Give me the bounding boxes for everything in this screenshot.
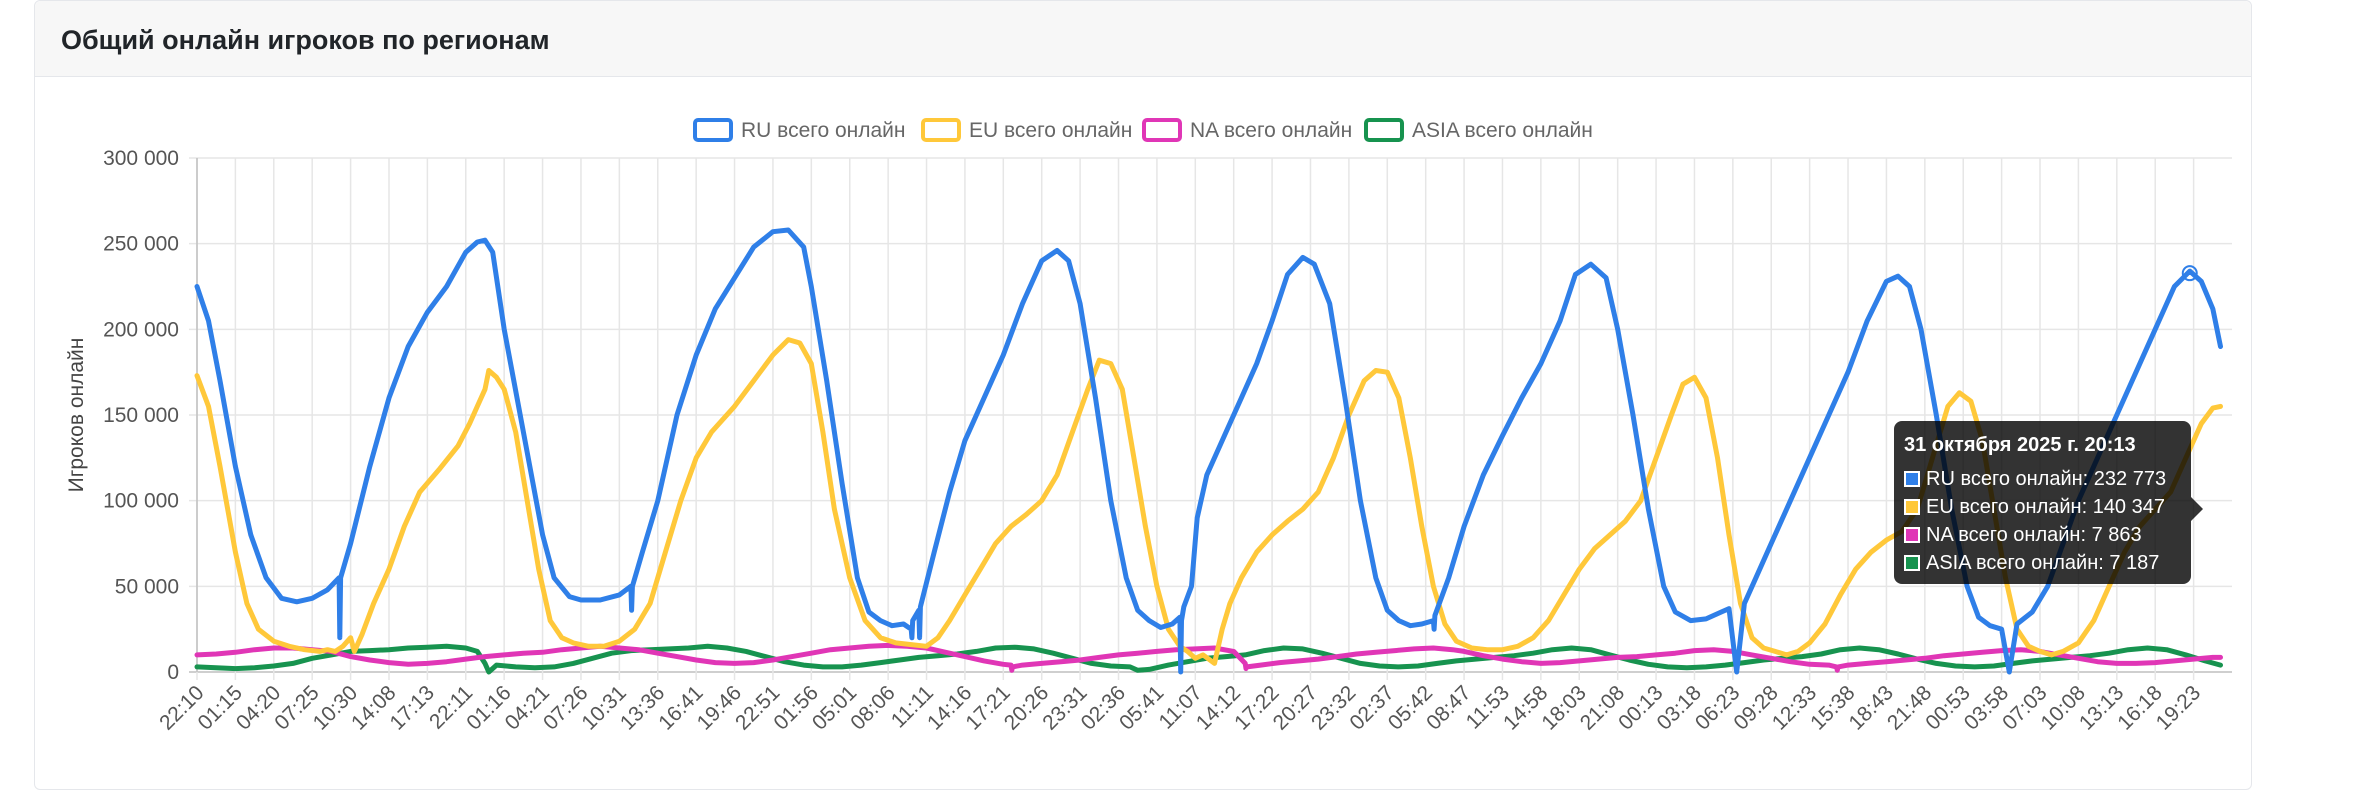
tooltip-row: ASIA всего онлайн: 7 187 <box>1904 549 2181 577</box>
x-tick-label: 19:23 <box>2152 681 2205 734</box>
players-online-chart[interactable]: 300 000 250 000 200 000 150 000 100 000 50 00… <box>0 0 2358 771</box>
tooltip-row: NA всего онлайн: 7 863 <box>1904 521 2181 549</box>
legend-swatch[interactable] <box>1142 118 1182 142</box>
legend-swatch[interactable] <box>1364 118 1404 142</box>
x-tick-label: 08:47 <box>1422 681 1475 734</box>
card-title: Общий онлайн игроков по регионам <box>61 25 550 55</box>
y-tick-label: 150 000 <box>103 404 179 427</box>
x-tick-label: 05:41 <box>1115 681 1168 734</box>
legend-label[interactable]: ASIA всего онлайн <box>1412 119 1593 142</box>
tooltip-row-label: ASIA всего онлайн: 7 187 <box>1926 552 2160 574</box>
series-line-0[interactable] <box>194 227 2223 675</box>
series-line-1[interactable] <box>194 337 2223 666</box>
legend-swatch[interactable] <box>693 118 733 142</box>
tooltip-swatch-asia <box>1904 555 1920 571</box>
y-tick-label: 300 000 <box>103 147 179 170</box>
y-tick-label: 50 000 <box>115 575 179 598</box>
y-tick-label: 100 000 <box>103 490 179 513</box>
tooltip-swatch-ru <box>1904 471 1920 487</box>
tooltip-row-label: NA всего онлайн: 7 863 <box>1926 524 2142 546</box>
x-tick-label: 08:06 <box>846 681 899 734</box>
tooltip-row-label: RU всего онлайн: 232 773 <box>1926 468 2167 490</box>
series-line-2[interactable] <box>194 642 2223 673</box>
tooltip-row: RU всего онлайн: 232 773 <box>1904 465 2181 493</box>
chart-tooltip: 31 октября 2025 г. 20:13 RU всего онлайн… <box>1894 421 2203 584</box>
y-axis-title: Игроков онлайн <box>65 338 88 493</box>
tooltip-title: 31 октября 2025 г. 20:13 <box>1904 434 2136 456</box>
legend-swatch[interactable] <box>921 118 961 142</box>
legend-label[interactable]: NA всего онлайн <box>1190 119 1352 142</box>
y-tick-label: 200 000 <box>103 318 179 341</box>
tooltip-swatch-na <box>1904 527 1920 543</box>
x-tick-label: 17:13 <box>385 681 438 734</box>
series-line-3[interactable] <box>194 643 2223 675</box>
y-tick-label: 250 000 <box>103 233 179 256</box>
legend-label[interactable]: EU всего онлайн <box>969 119 1132 142</box>
hover-point-marker <box>2181 265 2198 282</box>
tooltip-row-label: EU всего онлайн: 140 347 <box>1926 496 2165 518</box>
tooltip-swatch-eu <box>1904 499 1920 515</box>
legend-label[interactable]: RU всего онлайн <box>741 119 906 142</box>
y-tick-label: 0 <box>167 661 179 684</box>
tooltip-row: EU всего онлайн: 140 347 <box>1904 493 2181 521</box>
card-header: Общий онлайн игроков по регионам <box>35 1 2251 77</box>
